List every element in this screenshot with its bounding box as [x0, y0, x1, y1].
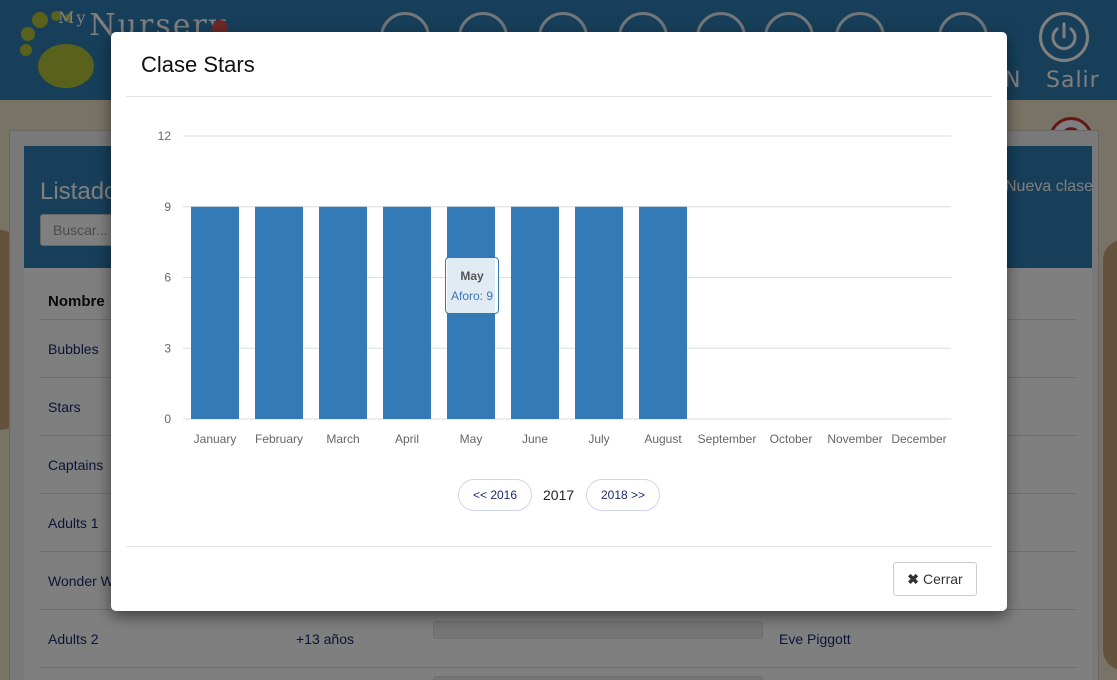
bar-march[interactable] [319, 206, 367, 419]
prev-year-button[interactable]: << 2016 [458, 479, 532, 511]
next-year-button[interactable]: 2018 >> [586, 479, 660, 511]
close-button-label: Cerrar [923, 571, 963, 587]
y-tick-label: 9 [164, 200, 171, 214]
x-tick-label: July [588, 432, 609, 446]
x-tick-label: December [891, 432, 946, 446]
close-button[interactable]: ✖ Cerrar [893, 562, 977, 596]
bar-february[interactable] [255, 206, 303, 419]
tooltip-month: May [460, 269, 484, 283]
x-tick-label: April [395, 432, 419, 446]
x-tick-label: June [522, 432, 548, 446]
chart-y-ticks: 0 3 6 9 12 [158, 129, 172, 426]
bar-august[interactable] [639, 206, 687, 419]
modal-footer-divider [126, 546, 992, 547]
chart-x-ticks: January February March April May June July Augu… [194, 432, 947, 446]
x-tick-label: March [326, 432, 359, 446]
x-tick-label: February [255, 432, 303, 446]
x-tick-label: May [460, 432, 483, 446]
chart-gridlines [183, 135, 951, 420]
y-tick-label: 6 [164, 271, 171, 285]
modal-title: Clase Stars [141, 52, 255, 77]
bar-july[interactable] [575, 206, 623, 419]
modal-header-divider [126, 96, 992, 97]
x-tick-label: January [194, 432, 237, 446]
x-tick-label: September [698, 432, 757, 446]
bar-april[interactable] [383, 206, 431, 419]
y-tick-label: 0 [164, 412, 171, 426]
bar-january[interactable] [191, 206, 239, 419]
x-tick-label: August [644, 432, 682, 446]
y-tick-label: 12 [158, 129, 172, 143]
bar-june[interactable] [511, 206, 559, 419]
y-tick-label: 3 [164, 341, 171, 355]
x-tick-label: November [827, 432, 882, 446]
tooltip-value: Aforo: 9 [450, 289, 494, 303]
class-chart-modal: Clase Stars 0 3 6 9 12 January February March A… [111, 32, 1007, 611]
current-year: 2017 [543, 487, 575, 503]
close-icon: ✖ [907, 571, 920, 587]
chart-tooltip: May Aforo: 9 [445, 257, 499, 314]
x-tick-label: October [770, 432, 813, 446]
chart-bars [191, 206, 687, 419]
